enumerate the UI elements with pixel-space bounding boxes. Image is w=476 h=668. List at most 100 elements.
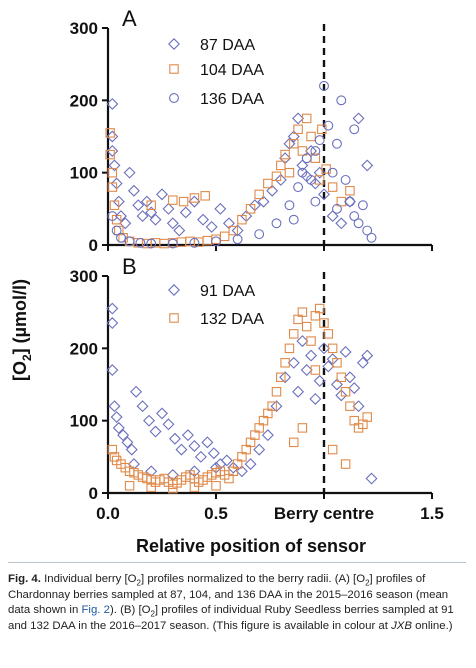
legend-marker	[169, 313, 179, 323]
data-point	[336, 372, 347, 383]
data-point	[237, 214, 247, 225]
data-point	[366, 232, 377, 243]
data-point	[306, 131, 316, 142]
y-tick-label: 0	[89, 484, 98, 503]
data-point	[112, 421, 125, 434]
y-tick-label: 200	[70, 91, 98, 110]
data-point	[335, 217, 348, 230]
data-point	[297, 423, 308, 433]
data-point	[107, 444, 118, 455]
data-point	[136, 210, 149, 223]
data-point	[292, 112, 305, 125]
caption-subscript: 2	[365, 578, 370, 588]
y-tick-label: 200	[70, 339, 98, 358]
data-point	[301, 113, 312, 124]
data-point	[339, 345, 352, 358]
data-point	[245, 204, 256, 214]
data-point	[214, 202, 227, 215]
data-point	[110, 411, 123, 424]
data-point	[124, 481, 135, 491]
data-point	[323, 329, 334, 339]
y-axis-title: [O2] (µmol/l)	[10, 279, 34, 381]
data-point	[116, 232, 126, 243]
data-point	[162, 418, 175, 431]
data-point	[289, 138, 299, 149]
data-point	[124, 236, 135, 247]
data-point	[207, 447, 220, 460]
data-point	[332, 138, 342, 149]
data-point	[326, 210, 339, 223]
data-point	[330, 378, 343, 391]
data-point	[117, 429, 130, 442]
data-point	[310, 146, 321, 156]
data-point	[189, 237, 200, 248]
data-point	[168, 432, 181, 445]
series-87-daa	[106, 97, 374, 237]
data-point	[352, 112, 365, 125]
data-point	[173, 224, 186, 237]
data-point	[296, 159, 309, 172]
data-point	[106, 364, 119, 377]
data-point	[194, 450, 207, 463]
fig2-link[interactable]: Fig. 2	[81, 604, 110, 617]
data-point	[289, 329, 299, 339]
data-point	[284, 167, 295, 178]
data-point	[309, 177, 322, 190]
data-point	[344, 196, 355, 207]
data-point	[276, 372, 286, 383]
caption-fig-label: Fig. 4.	[8, 573, 41, 585]
data-point	[297, 146, 308, 156]
caption-text: ] profiles of Chardonnay berries sampled…	[8, 573, 449, 617]
data-point	[105, 128, 115, 138]
caption-subscript: 2	[136, 578, 141, 588]
data-point	[214, 458, 227, 471]
data-point	[106, 302, 119, 315]
data-point	[284, 343, 295, 354]
caption-journal: JXB	[391, 619, 412, 632]
data-point	[276, 160, 286, 171]
series-136-daa	[107, 80, 377, 249]
data-point	[280, 358, 290, 368]
data-point	[332, 203, 342, 214]
x-axis-title: Relative position of sensor	[136, 536, 366, 556]
data-point	[343, 371, 356, 384]
data-point	[283, 137, 296, 150]
data-point	[109, 452, 120, 462]
data-point	[356, 356, 369, 369]
data-point	[261, 429, 274, 442]
data-point	[159, 238, 169, 249]
data-point	[108, 159, 121, 172]
data-point	[336, 95, 347, 106]
data-point	[323, 120, 334, 131]
y-tick-label: 300	[70, 267, 98, 286]
data-point	[318, 188, 330, 201]
series-91-daa	[106, 302, 378, 485]
data-point	[254, 189, 264, 200]
data-point	[263, 178, 273, 189]
data-point	[362, 225, 373, 236]
data-point	[244, 458, 257, 471]
y-tick-label: 300	[70, 19, 98, 38]
data-point	[227, 461, 240, 474]
data-point	[293, 124, 303, 135]
data-point	[361, 159, 374, 172]
data-point	[305, 349, 318, 362]
data-point	[156, 188, 168, 201]
data-point	[297, 307, 308, 317]
data-point	[287, 130, 300, 143]
data-point	[300, 364, 313, 377]
data-point	[292, 385, 305, 398]
data-point	[220, 454, 233, 467]
data-point	[107, 167, 118, 178]
legend-label: 87 DAA	[200, 37, 255, 54]
data-point	[179, 206, 192, 219]
data-point	[143, 414, 156, 427]
data-point	[149, 425, 162, 438]
series-132-daa	[107, 303, 372, 494]
caption-text: ] profiles normalized to the berry radii…	[140, 573, 366, 585]
data-point	[340, 459, 351, 469]
berry-centre-label: Berry centre	[274, 504, 374, 523]
legend-label: 104 DAA	[200, 62, 264, 79]
data-point	[270, 400, 283, 413]
data-point	[121, 436, 134, 449]
